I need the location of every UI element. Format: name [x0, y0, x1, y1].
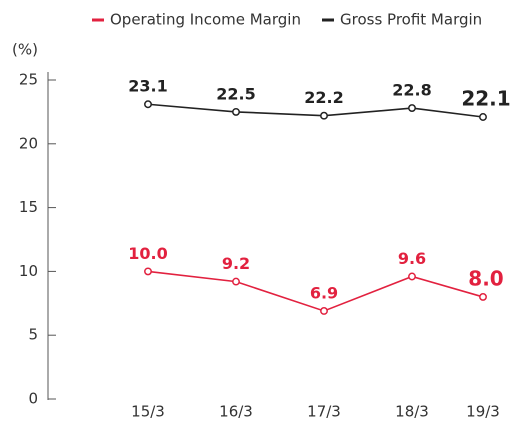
data-label: 22.8 [392, 81, 431, 100]
data-label: 9.6 [398, 249, 426, 268]
y-tick-label: 10 [19, 262, 38, 280]
data-point [408, 104, 416, 113]
y-unit-label: (%) [12, 41, 38, 59]
data-point [408, 272, 416, 281]
legend-label: Gross Profit Margin [340, 11, 482, 29]
y-tick-label: 15 [19, 198, 38, 216]
y-tick-label: 25 [19, 71, 38, 89]
y-tick-label: 5 [28, 326, 38, 344]
data-point [320, 307, 328, 315]
data-label: 22.5 [216, 84, 255, 103]
x-tick-label: 18/3 [395, 403, 429, 421]
y-tick-label: 0 [28, 390, 38, 408]
data-point [232, 277, 240, 286]
data-label: 22.2 [304, 88, 343, 107]
data-label: 10.0 [128, 244, 167, 263]
data-label: 8.0 [468, 266, 503, 290]
data-point [479, 113, 487, 121]
data-point [144, 100, 152, 109]
data-label: 22.1 [461, 87, 510, 111]
data-label: 23.1 [128, 77, 167, 96]
x-tick-label: 19/3 [466, 403, 500, 421]
data-point [320, 111, 328, 120]
data-point [479, 292, 487, 301]
data-label: 6.9 [310, 283, 338, 302]
data-label: 9.2 [222, 254, 250, 273]
x-tick-label: 17/3 [307, 403, 341, 421]
data-point [232, 107, 240, 116]
data-point [144, 267, 152, 276]
y-tick-label: 20 [19, 134, 38, 152]
x-tick-label: 15/3 [131, 403, 165, 421]
legend-label: Operating Income Margin [110, 11, 301, 29]
x-tick-label: 16/3 [219, 403, 253, 421]
